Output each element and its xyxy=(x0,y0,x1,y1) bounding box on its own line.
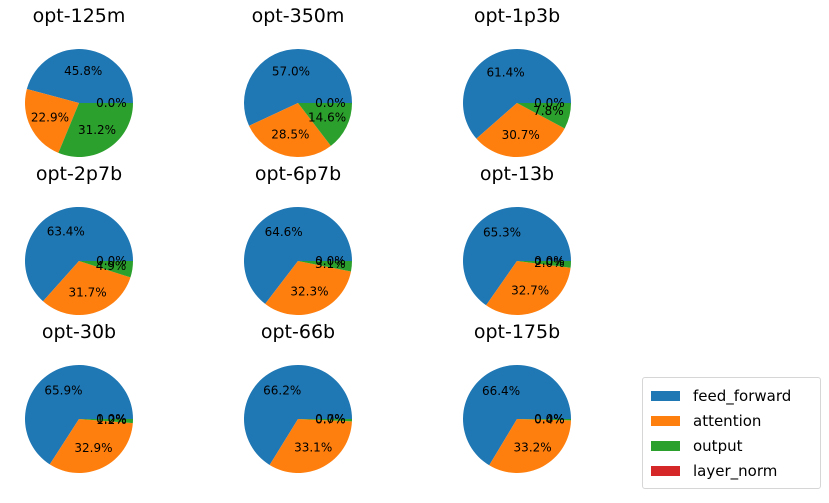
pie-label-attention: 28.5% xyxy=(271,127,309,141)
pie-label-layer-norm: 0.0% xyxy=(96,96,127,110)
pie-label-output: 3.1% xyxy=(315,257,346,271)
pie-slice-attention xyxy=(43,261,131,315)
pie-slice-output xyxy=(298,419,353,422)
pie-label-feed-forward: 45.8% xyxy=(64,64,102,78)
pie-title: opt-13b xyxy=(480,163,554,185)
pie-label-attention: 31.7% xyxy=(68,285,106,299)
pie-title: opt-350m xyxy=(252,5,345,27)
pie-label-output: 1.2% xyxy=(96,413,127,427)
pie-slice-output xyxy=(58,103,133,157)
legend-label-output: output xyxy=(693,437,743,455)
legend-label-attention: attention xyxy=(693,412,762,430)
pie-label-feed-forward: 61.4% xyxy=(487,66,525,80)
pie-label-attention: 32.9% xyxy=(74,441,112,455)
pie-opt-1p3b: opt-1p3b 61.4% 30.7% 7.8%0.0% xyxy=(462,5,572,157)
pie-slice-attention xyxy=(489,419,571,474)
pie-label-layer-norm: 0.0% xyxy=(96,254,127,268)
pie-slice-feed-forward xyxy=(462,48,572,139)
legend-label-layer-norm: layer_norm xyxy=(693,462,778,480)
pie-label-output: 14.6% xyxy=(308,110,346,124)
legend-label-feed-forward: feed_forward xyxy=(693,387,792,405)
pie-label-feed-forward: 66.4% xyxy=(482,384,520,398)
legend-swatch-attention xyxy=(651,416,680,426)
pie-slice-output xyxy=(517,261,571,268)
legend-swatch-feed-forward xyxy=(651,391,680,401)
pie-label-layer-norm: 0.0% xyxy=(96,412,127,426)
pie-label-attention: 32.3% xyxy=(290,284,328,298)
pie-slice-attention xyxy=(249,103,331,158)
pie-label-feed-forward: 57.0% xyxy=(272,64,310,78)
pie-slice-attention xyxy=(49,419,133,474)
pie-opt-350m: opt-350m 57.0% 28.5% 14.6%0.0% xyxy=(244,5,352,158)
pie-label-output: 0.7% xyxy=(315,413,346,427)
pie-label-layer-norm: 0.0% xyxy=(534,96,565,110)
pie-label-output: 0.4% xyxy=(534,412,565,426)
legend-item-output: output xyxy=(651,436,742,456)
pie-slice-output xyxy=(298,261,352,272)
pie-slice-output xyxy=(517,419,571,421)
legend: feed_forward attention output layer_norm xyxy=(642,377,821,489)
pie-title: opt-125m xyxy=(33,5,126,27)
pie-label-attention: 32.7% xyxy=(511,284,549,298)
pie-opt-175b: opt-175b 66.4% 33.2% 0.4%0.0% xyxy=(462,321,571,474)
pie-label-output: 7.8% xyxy=(533,104,564,118)
pie-slice-feed-forward xyxy=(462,365,571,466)
pie-slice-attention xyxy=(265,261,351,316)
legend-swatch-output xyxy=(651,441,680,451)
pie-label-layer-norm: 0.0% xyxy=(315,254,346,268)
pie-label-feed-forward: 64.6% xyxy=(265,225,303,239)
pie-opt-13b: opt-13b 65.3% 32.7% 2.0%0.0% xyxy=(462,163,571,315)
pie-title: opt-6p7b xyxy=(255,163,341,185)
pie-label-output: 31.2% xyxy=(78,123,116,137)
pie-slice-feed-forward xyxy=(24,206,134,302)
pie-title: opt-1p3b xyxy=(474,5,560,27)
pie-label-feed-forward: 65.3% xyxy=(483,225,521,239)
pie-slice-attention xyxy=(476,103,565,157)
pie-label-layer-norm: 0.0% xyxy=(534,254,565,268)
pie-slice-attention xyxy=(269,419,352,473)
pie-slice-output xyxy=(298,103,352,146)
pie-label-feed-forward: 66.2% xyxy=(263,384,301,398)
pie-slice-output xyxy=(79,261,133,278)
legend-swatch-layer-norm xyxy=(651,466,680,476)
pie-label-feed-forward: 63.4% xyxy=(47,224,85,238)
legend-item-layer-norm: layer_norm xyxy=(651,461,777,481)
pie-title: opt-2p7b xyxy=(36,163,122,185)
pie-label-layer-norm: 0.0% xyxy=(315,412,346,426)
pie-opt-6p7b: opt-6p7b 64.6% 32.3% 3.1%0.0% xyxy=(244,163,352,316)
pie-title: opt-175b xyxy=(474,321,560,343)
pie-opt-30b: opt-30b 65.9% 32.9% 1.2%0.0% xyxy=(24,321,134,474)
pie-label-layer-norm: 0.0% xyxy=(315,96,346,110)
pie-slice-feed-forward xyxy=(26,48,133,103)
pie-label-output: 4.9% xyxy=(96,259,127,273)
pie-opt-66b: opt-66b 66.2% 33.1% 0.7%0.0% xyxy=(243,321,353,473)
pie-label-layer-norm: 0.0% xyxy=(534,412,565,426)
pie-slice-feed-forward xyxy=(244,48,352,126)
pie-slice-feed-forward xyxy=(462,207,571,306)
pie-label-attention: 33.1% xyxy=(294,441,332,455)
pie-label-attention: 33.2% xyxy=(514,440,552,454)
pie-opt-2p7b: opt-2p7b 63.4% 31.7% 4.9%0.0% xyxy=(24,163,134,315)
pie-label-attention: 30.7% xyxy=(502,128,540,142)
legend-item-attention: attention xyxy=(651,411,761,431)
pie-label-output: 2.0% xyxy=(534,256,565,270)
pie-slice-output xyxy=(79,419,134,424)
pie-title: opt-66b xyxy=(261,321,335,343)
pie-slice-attention xyxy=(486,261,571,315)
pie-slice-attention xyxy=(25,89,79,153)
pie-slice-feed-forward xyxy=(244,207,352,304)
pie-label-feed-forward: 65.9% xyxy=(44,384,82,398)
pie-slice-output xyxy=(517,103,571,129)
pie-label-attention: 22.9% xyxy=(31,110,69,124)
pie-title: opt-30b xyxy=(42,321,116,343)
pie-opt-125m: opt-125m 45.8% 22.9% 31.2% 0.0% xyxy=(25,5,133,157)
pie-slice-feed-forward xyxy=(24,364,133,465)
legend-item-feed-forward: feed_forward xyxy=(651,386,791,406)
pie-slice-feed-forward xyxy=(243,364,352,465)
